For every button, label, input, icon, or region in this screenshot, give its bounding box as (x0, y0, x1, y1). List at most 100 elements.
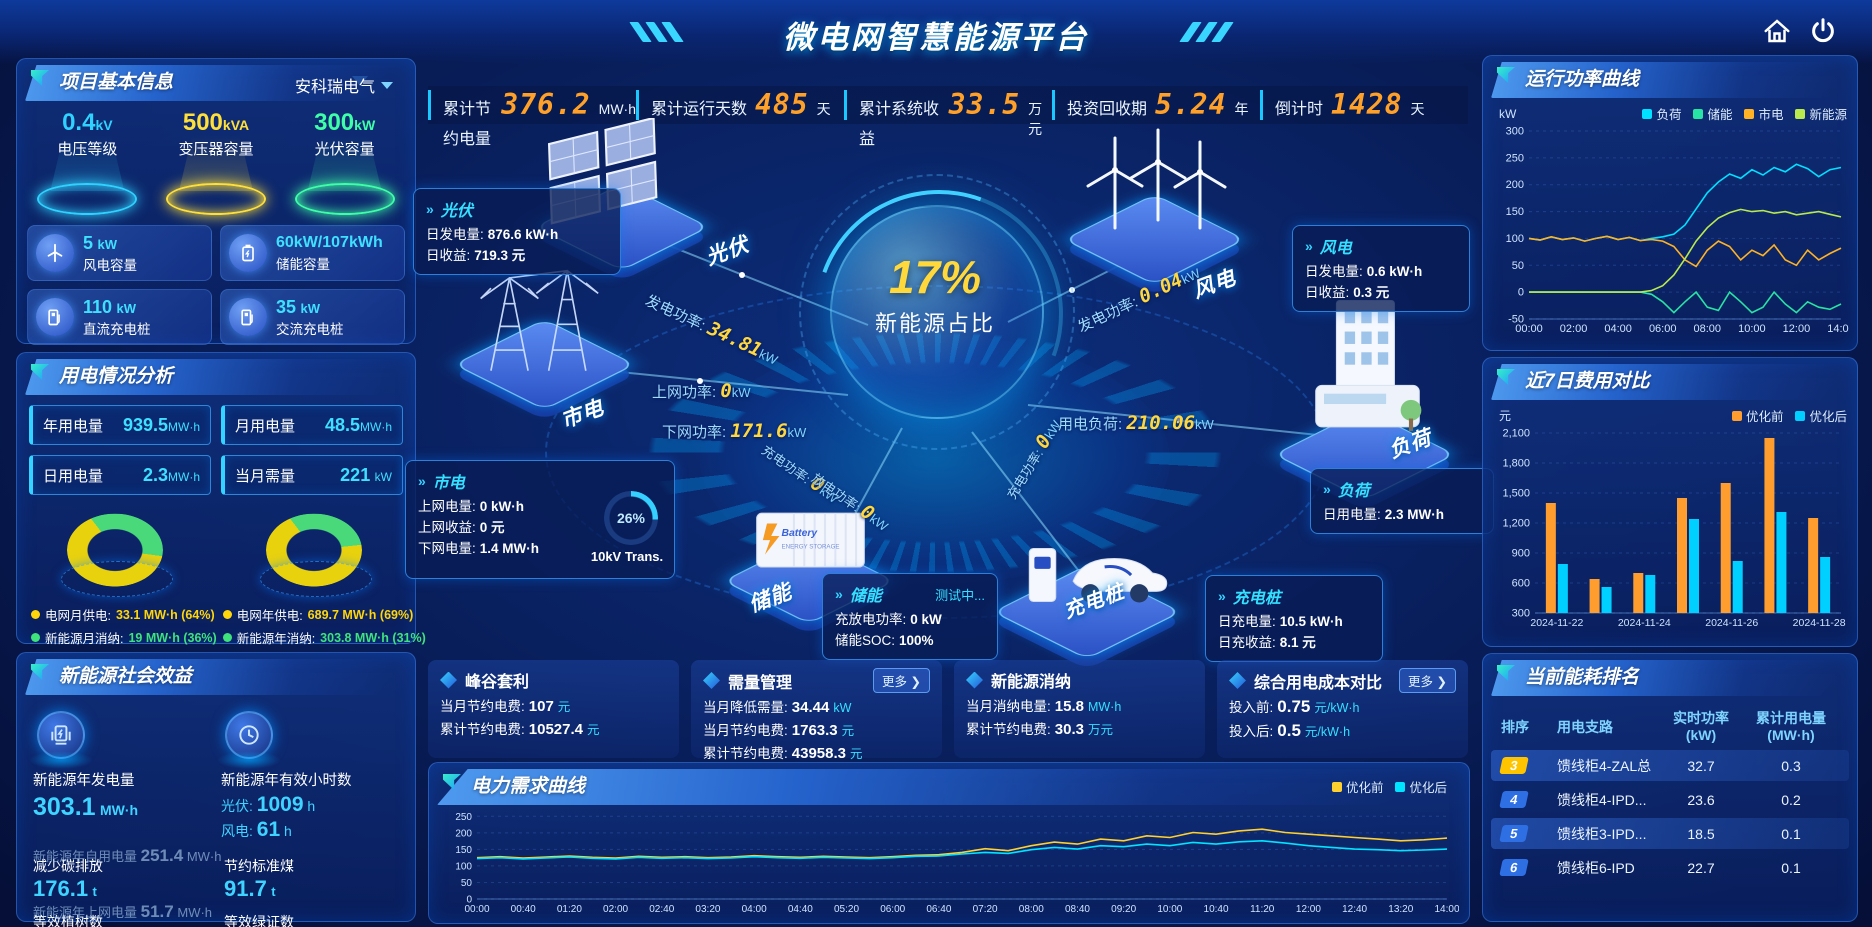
svg-text:12:00: 12:00 (1296, 904, 1321, 915)
panel-usage-analysis: 用电情况分析 年用电量 939.5MW·h 月用电量 48.5MW·h 日用电量 2.… (16, 352, 426, 647)
svg-text:05:20: 05:20 (834, 904, 859, 915)
social-trees-equivalent: 新能源年上网电量 51.7 MW·h 等效植树数 240 棵 (33, 902, 213, 927)
battery-icon (229, 234, 267, 272)
title-decor-right (1179, 22, 1234, 42)
panel-title: 新能源社会效益 (59, 666, 193, 687)
charger-icon (229, 298, 267, 336)
renewable-share-value: 17% (888, 251, 982, 303)
svg-text:02:00: 02:00 (603, 904, 628, 915)
svg-text:50: 50 (461, 878, 473, 889)
legend-item[interactable]: 优化后 (1795, 406, 1847, 425)
svg-text:600: 600 (1512, 578, 1530, 590)
svg-text:Battery: Battery (782, 528, 819, 539)
social-green-certs: 等效绿证数 303 张 (224, 914, 294, 927)
legend-item[interactable]: 新能源 (1795, 104, 1847, 123)
pedestal-pv-capacity: 300kW 光伏容量 (285, 109, 405, 215)
diamond-icon (1229, 672, 1246, 689)
home-icon[interactable] (1762, 16, 1792, 46)
svg-text:150: 150 (455, 845, 472, 856)
table-row[interactable]: 5 馈线柜3-IPD... 18.5 0.1 (1491, 818, 1849, 849)
donut-year-supply (265, 509, 366, 589)
node-label-pv: 光伏 (702, 233, 753, 270)
more-button[interactable]: 更多 ❯ (873, 668, 930, 693)
legend-item[interactable]: 市电 (1744, 104, 1783, 123)
svg-text:200: 200 (455, 828, 472, 839)
charger-info-box: » 充电桩 日充电量: 10.5 kW·h 日充收益: 8.1 元 (1205, 575, 1383, 662)
legend-item[interactable]: 优化前 (1731, 406, 1783, 425)
power-chart-legend: 负荷 储能 市电 新能源 (1642, 104, 1847, 123)
y-axis-unit: 元 (1499, 409, 1512, 423)
svg-text:08:00: 08:00 (1694, 323, 1722, 335)
svg-text:1,200: 1,200 (1502, 518, 1530, 530)
table-row[interactable]: 3 馈线柜4-ZAL总 32.7 0.3 (1491, 750, 1849, 781)
svg-text:06:00: 06:00 (880, 904, 905, 915)
kpi-total-income: 累计系统收益 33.5 万元 (844, 90, 1052, 148)
table-row[interactable]: 4 馈线柜4-IPD... 23.6 0.2 (1491, 784, 1849, 815)
kpi-run-days: 累计运行天数 485 天 (636, 90, 844, 120)
svg-text:04:40: 04:40 (788, 904, 813, 915)
svg-text:07:20: 07:20 (973, 904, 998, 915)
arrow-icon: » (426, 201, 434, 217)
svg-text:00:00: 00:00 (1515, 323, 1543, 335)
top-banner (0, 0, 1872, 64)
grid-info-box: » 市电 上网电量: 0 kW·h 上网收益: 0 元 下网电量: 1.4 MW·h 2… (405, 460, 675, 579)
pedestal-row: 0.4kV 电压等级 500kVA 变压器容量 300kW 光伏容量 (17, 101, 415, 215)
svg-text:2024-11-24: 2024-11-24 (1618, 617, 1671, 629)
transformer-label: 10kV Trans. (590, 549, 664, 564)
storage-info-box: » 储能 测试中... 充放电功率: 0 kW 储能SOC: 100% (822, 573, 998, 660)
svg-text:02:00: 02:00 (1560, 323, 1588, 335)
table-row[interactable]: 6 馈线柜6-IPD 22.7 0.1 (1491, 852, 1849, 883)
power-icon[interactable] (1808, 16, 1838, 46)
svg-text:100: 100 (1506, 233, 1524, 245)
solar-energy-icon (37, 711, 85, 759)
panel-project-info: 项目基本信息 安科瑞电气 0.4kV 电压等级 500kVA 变压器容量 300… (16, 58, 416, 345)
legend-item[interactable]: 优化前 (1331, 777, 1383, 796)
svg-text:250: 250 (1506, 152, 1524, 164)
svg-text:-50: -50 (1508, 314, 1524, 326)
svg-text:08:00: 08:00 (1019, 904, 1044, 915)
svg-text:2024-11-28: 2024-11-28 (1793, 617, 1846, 629)
legend-grid-year: 电网年供电: 689.7 MW·h (69%) (222, 605, 426, 624)
card-storage-capacity: 60kW/107kWh 储能容量 (220, 225, 405, 281)
flow-grid-feed: 上网功率: 0kW (652, 380, 751, 402)
card-renewable-consumption: 新能源消纳 当月消纳电量: 15.8 MW·h 累计节约电费: 30.3 万元 (954, 660, 1205, 758)
title-decor-left (629, 22, 684, 42)
card-peak-valley-arbitrage: 峰谷套利 当月节约电费: 107 元 累计节约电费: 10527.4 元 (428, 660, 679, 758)
more-button[interactable]: 更多 ❯ (1399, 668, 1456, 693)
arrow-icon: » (418, 473, 426, 489)
svg-text:12:00: 12:00 (1783, 323, 1811, 335)
svg-text:200: 200 (1506, 179, 1524, 191)
svg-text:1,500: 1,500 (1502, 488, 1530, 500)
kpi-countdown: 倒计时 1428 天 (1260, 90, 1468, 120)
storage-status: 测试中... (935, 587, 985, 603)
svg-text:02:40: 02:40 (649, 904, 674, 915)
capacity-cards: 5 kW 风电容量 60kW/107kWh 储能容量 110 kW 直流充电桩 35 … (17, 215, 415, 345)
svg-text:06:40: 06:40 (926, 904, 951, 915)
panel-cost-compare: 近7日费用对比 元 优化前 优化后 300 600 900 1,200 1,500 1,80… (1482, 357, 1858, 647)
svg-text:14:00: 14:00 (1827, 323, 1849, 335)
svg-text:10:00: 10:00 (1157, 904, 1182, 915)
svg-text:50: 50 (1512, 260, 1524, 272)
usage-legend: 电网月供电: 33.1 MW·h (64%) 电网年供电: 689.7 MW·h (… (17, 589, 426, 647)
battery-container-icon: Battery ENERGY STORAGE (756, 512, 865, 568)
svg-text:06:00: 06:00 (1649, 323, 1677, 335)
load-info-box: » 负荷 日用电量: 2.3 MW·h (1310, 468, 1494, 534)
svg-text:14:00: 14:00 (1434, 904, 1459, 915)
cost-chart-legend: 优化前 优化后 (1731, 406, 1847, 425)
legend-item[interactable]: 储能 (1693, 104, 1732, 123)
arrow-icon: » (1305, 238, 1313, 254)
svg-text:00:00: 00:00 (464, 904, 489, 915)
svg-text:300: 300 (1512, 608, 1530, 620)
panel-title: 当前能耗排名 (1525, 667, 1640, 688)
sphere-dashed-arc (799, 174, 1075, 450)
legend-item[interactable]: 优化后 (1395, 777, 1447, 796)
svg-text:12:40: 12:40 (1342, 904, 1367, 915)
svg-text:09:20: 09:20 (1111, 904, 1136, 915)
panel-energy-ranking: 当前能耗排名 排序 用电支路 实时功率 (kW) 累计用电量 (MW·h) 3 馈线… (1482, 653, 1858, 922)
usage-donuts (17, 495, 415, 589)
rank-badge: 5 (1499, 825, 1529, 842)
legend-item[interactable]: 负荷 (1642, 104, 1681, 123)
company-select[interactable]: 安科瑞电气 (295, 73, 393, 97)
svg-text:100: 100 (455, 861, 472, 872)
y-axis-unit: kW (1499, 106, 1517, 121)
